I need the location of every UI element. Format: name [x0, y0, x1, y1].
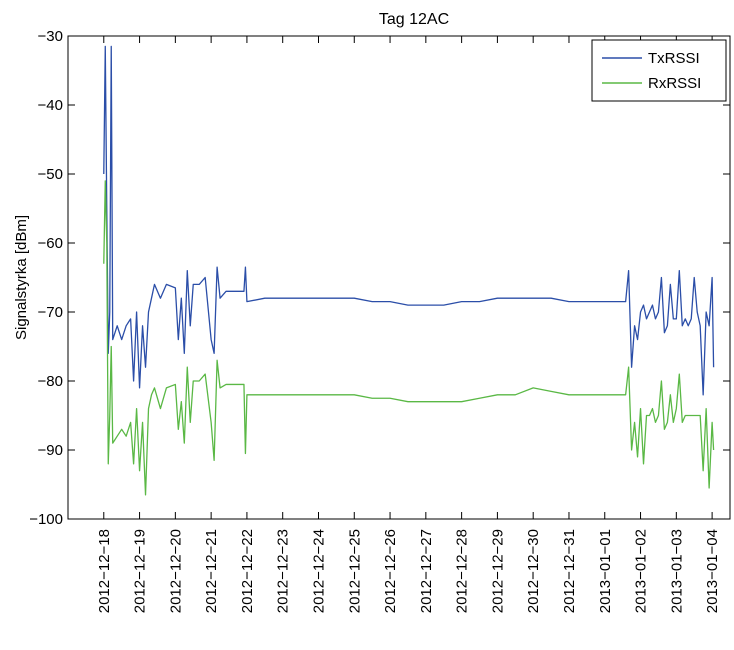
x-axis: 2012−12−18 2012−12−19 2012−12−20 2012−12−21…: [96, 36, 721, 613]
y-tick-label: −70: [38, 304, 63, 321]
x-tick-label: 2012−12−22: [239, 529, 256, 613]
legend-label-txrssi: TxRSSI: [648, 50, 700, 67]
legend: TxRSSI RxRSSI: [591, 39, 727, 102]
x-tick-label: 2012−12−28: [454, 529, 471, 613]
x-tick-label: 2012−12−24: [310, 529, 327, 613]
x-tick-label: 2013−01−04: [704, 529, 721, 613]
y-tick-label: −50: [38, 166, 63, 183]
x-tick-label: 2012−12−30: [525, 529, 542, 613]
x-tick-label: 2012−12−23: [275, 529, 292, 613]
x-tick-label: 2012−12−26: [382, 529, 399, 613]
x-tick-label: 2013−01−03: [668, 529, 685, 613]
y-tick-label: −90: [38, 442, 63, 459]
series-line-rxrssi: [103, 180, 715, 496]
x-tick-label: 2013−01−01: [597, 529, 614, 613]
x-tick-label: 2013−01−02: [633, 529, 650, 613]
x-tick-label: 2012−12−27: [418, 529, 435, 613]
plot-frame: [67, 35, 731, 520]
y-tick-label: −80: [38, 373, 63, 390]
y-axis-label: Signalstyrka [dBm]: [13, 215, 30, 340]
legend-label-rxrssi: RxRSSI: [648, 75, 701, 92]
x-tick-label: 2012−12−25: [346, 529, 363, 613]
x-tick-label: 2012−12−19: [132, 529, 149, 613]
y-tick-label: −60: [38, 235, 63, 252]
x-tick-label: 2012−12−21: [203, 529, 220, 613]
plot-lines: [103, 45, 715, 496]
x-tick-label: 2012−12−20: [167, 529, 184, 613]
y-tick-label: −30: [38, 28, 63, 45]
x-tick-label: 2012−12−31: [561, 529, 578, 613]
y-tick-label: −40: [38, 97, 63, 114]
x-tick-label: 2012−12−18: [96, 529, 113, 613]
chart-title: Tag 12AC: [379, 11, 449, 28]
series-line-txrssi: [103, 45, 715, 396]
y-tick-label: −100: [29, 511, 63, 528]
y-axis: −30 −40 −50 −60 −70 −80 −90 −100: [29, 28, 730, 528]
legend-box: [591, 39, 727, 102]
x-tick-label: 2012−12−29: [489, 529, 506, 613]
